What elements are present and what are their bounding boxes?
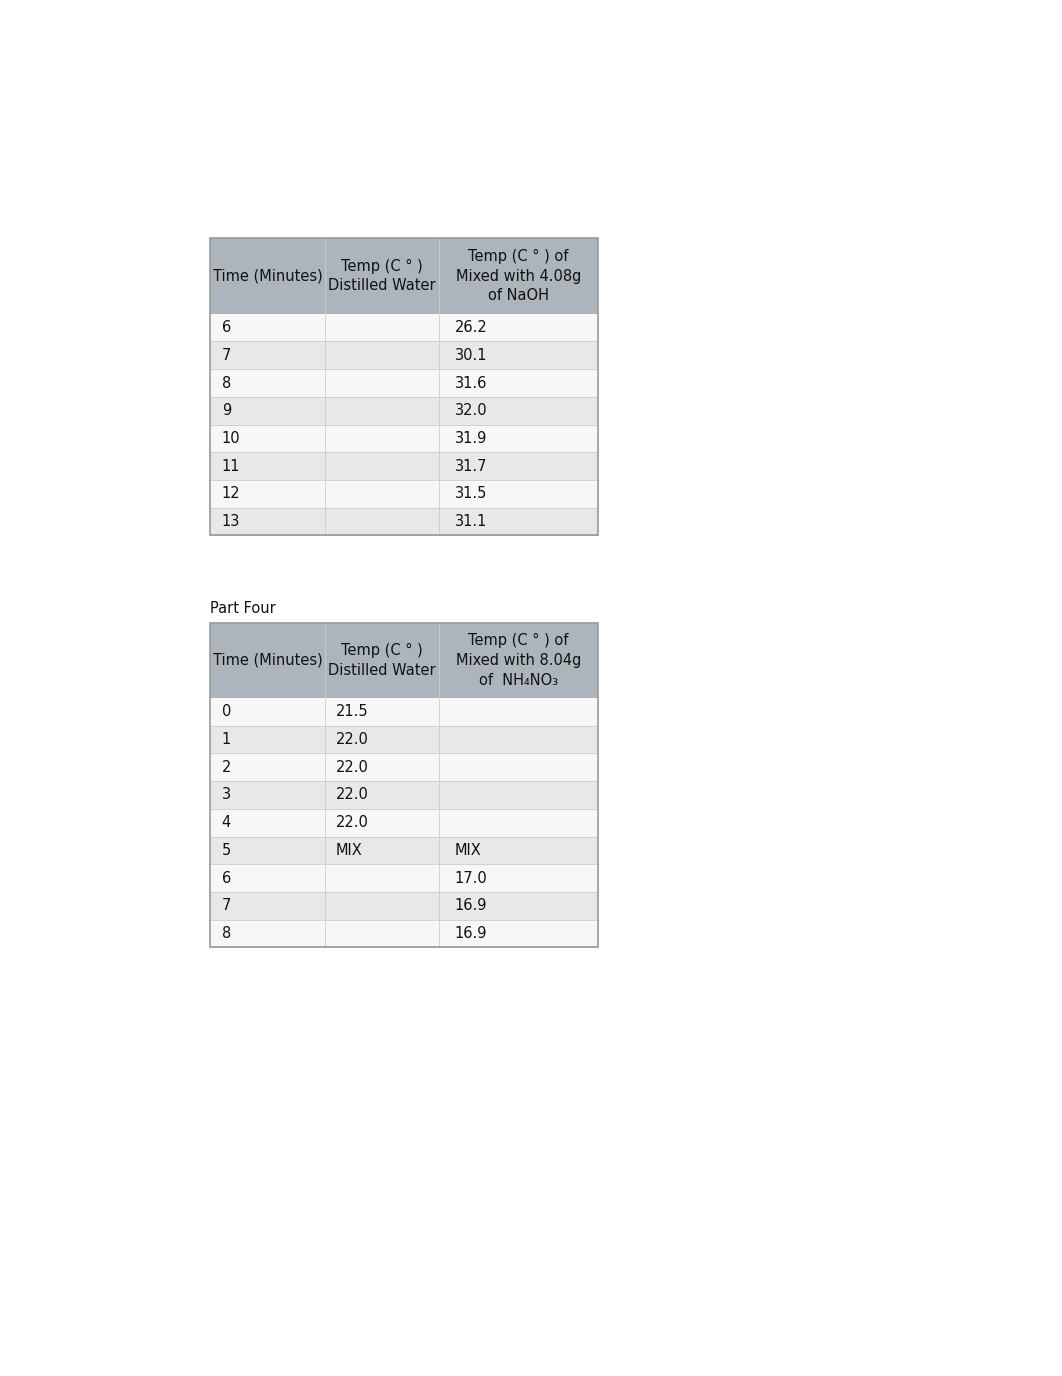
Text: 22.0: 22.0: [336, 732, 369, 747]
Text: Temp (C ° )
Distilled Water: Temp (C ° ) Distilled Water: [328, 643, 435, 677]
Bar: [210, 698, 598, 725]
Text: 6: 6: [222, 871, 230, 886]
Bar: [210, 919, 598, 948]
Text: 30.1: 30.1: [455, 348, 487, 363]
Text: 1: 1: [222, 732, 230, 747]
Bar: [210, 480, 598, 508]
Bar: [210, 622, 598, 698]
Text: 7: 7: [222, 899, 232, 914]
Text: 31.1: 31.1: [455, 515, 487, 530]
Text: 16.9: 16.9: [455, 926, 487, 941]
Bar: [210, 425, 598, 453]
Text: 4: 4: [222, 815, 230, 830]
Text: 31.5: 31.5: [455, 486, 487, 501]
Bar: [210, 369, 598, 396]
Text: 3: 3: [222, 787, 230, 802]
Text: Part Four: Part Four: [210, 601, 276, 616]
Bar: [210, 809, 598, 837]
Text: 8: 8: [222, 376, 230, 391]
Text: 16.9: 16.9: [455, 899, 487, 914]
Bar: [210, 314, 598, 341]
Bar: [210, 396, 598, 425]
Text: Temp (C ° )
Distilled Water: Temp (C ° ) Distilled Water: [328, 259, 435, 293]
Bar: [210, 238, 598, 535]
Text: Time (Minutes): Time (Minutes): [212, 268, 322, 283]
Bar: [210, 508, 598, 535]
Bar: [210, 341, 598, 369]
Text: 31.7: 31.7: [455, 458, 487, 473]
Text: 12: 12: [222, 486, 240, 501]
Text: 26.2: 26.2: [455, 321, 487, 336]
Bar: [210, 725, 598, 754]
Text: 32.0: 32.0: [455, 403, 487, 418]
Bar: [210, 837, 598, 864]
Text: 8: 8: [222, 926, 230, 941]
Text: 31.9: 31.9: [455, 431, 487, 446]
Text: 7: 7: [222, 348, 232, 363]
Text: 22.0: 22.0: [336, 760, 369, 775]
Text: Temp (C ° ) of
Mixed with 4.08g
of NaOH: Temp (C ° ) of Mixed with 4.08g of NaOH: [456, 249, 581, 303]
Bar: [210, 782, 598, 809]
Text: 9: 9: [222, 403, 230, 418]
Text: 5: 5: [222, 843, 230, 857]
Text: 17.0: 17.0: [455, 871, 487, 886]
Text: 2: 2: [222, 760, 232, 775]
Bar: [210, 754, 598, 782]
Bar: [210, 453, 598, 480]
Text: 21.5: 21.5: [336, 705, 369, 720]
Text: Time (Minutes): Time (Minutes): [212, 652, 322, 667]
Text: 22.0: 22.0: [336, 787, 369, 802]
Text: MIX: MIX: [336, 843, 363, 857]
Text: 22.0: 22.0: [336, 815, 369, 830]
Bar: [210, 864, 598, 892]
Text: 6: 6: [222, 321, 230, 336]
Text: Temp (C ° ) of
Mixed with 8.04g
of  NH₄NO₃: Temp (C ° ) of Mixed with 8.04g of NH₄NO…: [456, 633, 581, 688]
Bar: [210, 892, 598, 919]
Text: 13: 13: [222, 515, 240, 530]
Text: 11: 11: [222, 458, 240, 473]
Text: 31.6: 31.6: [455, 376, 487, 391]
Bar: [210, 622, 598, 948]
Text: MIX: MIX: [455, 843, 481, 857]
Text: 0: 0: [222, 705, 232, 720]
Bar: [210, 238, 598, 314]
Text: 10: 10: [222, 431, 240, 446]
